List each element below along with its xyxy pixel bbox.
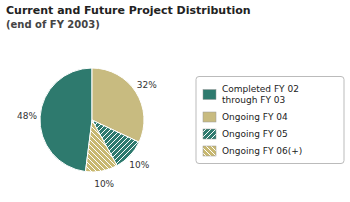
title: Current and Future Project Distribution bbox=[6, 4, 251, 17]
legend-swatch bbox=[203, 90, 216, 100]
data-label: 10% bbox=[129, 160, 149, 170]
legend-label: Completed FY 02through FY 03 bbox=[222, 84, 299, 105]
pie-slice bbox=[85, 120, 117, 172]
data-label: 32% bbox=[137, 80, 157, 90]
pie bbox=[40, 68, 144, 172]
legend-swatch bbox=[203, 129, 216, 139]
legend-label: Ongoing FY 05 bbox=[222, 129, 288, 139]
legend-frame bbox=[196, 77, 344, 164]
data-label: 10% bbox=[94, 179, 114, 189]
chart: Current and Future Project Distribution (… bbox=[0, 0, 350, 202]
legend: Completed FY 02through FY 03 Ongoing FY 0… bbox=[196, 77, 344, 164]
legend-label: Ongoing FY 06(+) bbox=[222, 146, 302, 156]
legend-swatch bbox=[203, 112, 216, 122]
legend-label: Ongoing FY 04 bbox=[222, 112, 288, 122]
legend-swatch bbox=[203, 146, 216, 156]
subtitle: (end of FY 2003) bbox=[6, 19, 100, 30]
pie-slice bbox=[40, 68, 92, 172]
data-labels: 48% 32% 10% 10% bbox=[17, 80, 157, 189]
data-label: 48% bbox=[17, 111, 37, 121]
